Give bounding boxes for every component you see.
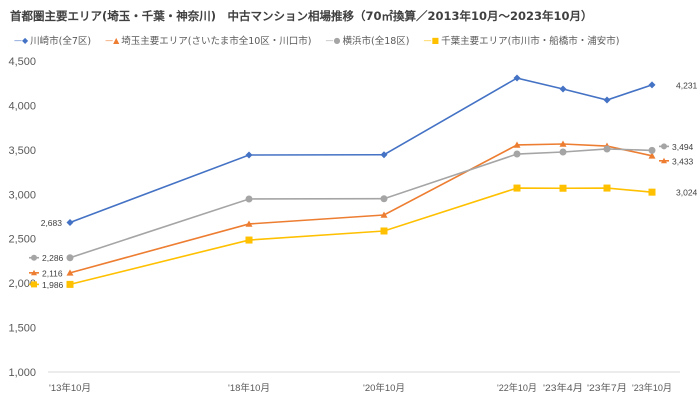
label-key-marker	[31, 281, 37, 288]
data-point	[245, 151, 253, 159]
data-point	[648, 146, 656, 154]
data-label: 2,116	[42, 268, 63, 278]
legend-label: 横浜市(全18区)	[342, 36, 410, 47]
data-point	[66, 218, 74, 226]
data-point	[513, 184, 521, 192]
data-point	[380, 227, 388, 235]
y-tick-label: 1,500	[8, 323, 36, 335]
data-point	[245, 236, 253, 244]
data-label: 3,494	[672, 142, 694, 152]
label-key-marker	[661, 143, 667, 150]
legend-marker-icon: —●	[325, 35, 341, 45]
data-label: 4,231	[676, 80, 698, 90]
x-tick-label: '23年10月	[632, 382, 672, 394]
y-tick-label: 3,500	[8, 145, 36, 157]
chart-title: 首都圏主要エリア(埼玉・千葉・神奈川) 中古マンション相場推移（70㎡換算／20…	[10, 9, 593, 23]
x-tick-label: '23年7月	[587, 382, 627, 394]
series-line	[69, 143, 653, 274]
legend-label: 川崎市(全7区)	[30, 36, 92, 47]
label-key-marker	[31, 269, 37, 276]
y-tick-label: 3,000	[8, 189, 36, 201]
legend-marker-icon: —▲	[105, 35, 120, 45]
data-point	[513, 74, 521, 82]
data-point	[245, 220, 253, 227]
data-point	[245, 195, 253, 203]
x-tick-label: '20年10月	[363, 382, 405, 394]
data-label: 2,683	[41, 218, 63, 228]
y-tick-label: 2,000	[8, 278, 36, 290]
data-point	[648, 81, 656, 89]
x-tick-label: '23年4月	[543, 382, 583, 394]
legend-item: —■ 千葉主要エリア(市川市・船橋市・浦安市)	[423, 33, 620, 48]
data-point	[513, 141, 521, 148]
data-point	[380, 211, 388, 218]
series-line	[69, 187, 653, 286]
data-point	[380, 151, 388, 159]
x-tick-label: '22年10月	[497, 382, 537, 394]
data-label: 3,433	[672, 156, 694, 166]
legend-item: —● 横浜市(全18区)	[325, 33, 410, 48]
legend-label: 埼玉主要エリア(さいたま市全10区・川口市)	[121, 36, 312, 47]
legend-label: 千葉主要エリア(市川市・船橋市・浦安市)	[441, 36, 620, 47]
data-point	[66, 280, 74, 288]
y-tick-label: 4,000	[8, 100, 36, 112]
data-point	[603, 96, 611, 104]
data-point	[380, 195, 388, 203]
label-key-marker	[661, 157, 667, 164]
label-key-marker	[31, 254, 37, 261]
y-tick-label: 4,500	[8, 56, 36, 68]
data-point	[559, 85, 567, 93]
legend-marker-icon: —◆	[14, 35, 29, 45]
data-point	[648, 152, 656, 159]
data-label: 2,286	[42, 253, 64, 263]
data-point	[559, 148, 567, 156]
data-point	[603, 184, 611, 192]
data-label: 1,986	[42, 280, 64, 290]
y-tick-label: 2,500	[8, 234, 36, 246]
legend-marker-icon: —■	[423, 35, 440, 45]
data-point	[603, 145, 611, 153]
data-label: 3,024	[676, 188, 698, 198]
data-point	[648, 188, 656, 196]
legend-item: —▲ 埼玉主要エリア(さいたま市全10区・川口市)	[105, 33, 312, 48]
data-point	[66, 269, 74, 276]
x-tick-label: '18年10月	[228, 382, 270, 394]
legend: —◆ 川崎市(全7区) —▲ 埼玉主要エリア(さいたま市全10区・川口市) —● 横浜市(…	[14, 33, 620, 48]
data-point	[66, 254, 74, 262]
x-tick-label: '13年10月	[49, 382, 91, 394]
data-point	[559, 184, 567, 192]
data-point	[513, 150, 521, 158]
data-point	[559, 140, 567, 147]
legend-item: —◆ 川崎市(全7区)	[14, 33, 92, 48]
series-line	[69, 148, 653, 259]
y-tick-label: 1,000	[8, 367, 36, 379]
